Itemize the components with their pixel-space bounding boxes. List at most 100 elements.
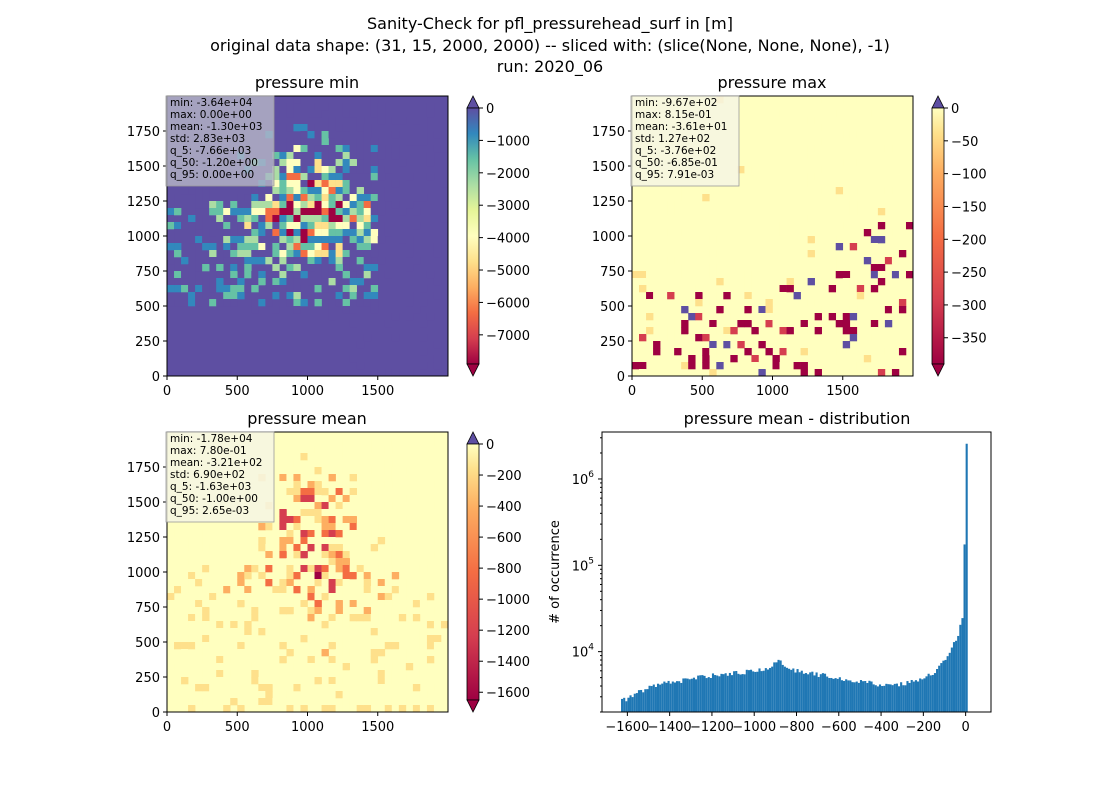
heatmap-cell: [307, 264, 315, 272]
heatmap-cell: [405, 600, 414, 608]
histogram-bar: [950, 647, 953, 712]
heatmap-cell: [286, 222, 294, 230]
heatmap-cell: [258, 656, 266, 664]
colorbar-tick-label: −5000: [486, 264, 530, 279]
heatmap-cell: [377, 649, 386, 657]
heatmap-cell: [335, 691, 343, 699]
heatmap-cell: [356, 201, 365, 209]
heatmap-cell: [265, 607, 273, 615]
heatmap-cell: [272, 474, 280, 482]
heatmap-cell: [293, 481, 301, 489]
heatmap-cell: [342, 691, 350, 699]
heatmap-cell: [905, 369, 914, 377]
colorbar-tick-label: −7000: [486, 329, 530, 344]
heatmap-cell: [688, 334, 696, 342]
heatmap-cell: [321, 509, 329, 517]
heatmap-cell: [758, 369, 766, 377]
heatmap-cell: [884, 229, 893, 237]
histogram-bar: [709, 677, 712, 712]
heatmap-cell: [328, 628, 336, 636]
heatmap-cell: [702, 355, 710, 363]
histogram-bar: [705, 678, 708, 712]
heatmap-cell: [807, 173, 815, 181]
heatmap-cell: [265, 229, 273, 237]
heatmap-cell: [870, 348, 879, 356]
heatmap-cell: [779, 103, 787, 111]
heatmap-cell: [300, 586, 308, 594]
heatmap-cell: [898, 306, 907, 314]
heatmap-cell: [842, 313, 851, 321]
heatmap-cell: [695, 299, 703, 307]
heatmap-cell: [293, 271, 301, 279]
heatmap-cell: [279, 271, 287, 279]
histogram-bar: [663, 681, 666, 712]
heatmap-cell: [244, 593, 252, 601]
histogram-bar: [902, 685, 905, 712]
heatmap-cell: [258, 208, 266, 216]
heatmap-cell: [272, 537, 280, 545]
heatmap-cell: [321, 663, 329, 671]
heatmap-cell: [363, 243, 372, 251]
heatmap-cell: [842, 271, 851, 279]
heatmap-cell: [391, 621, 400, 629]
stat-line: q_95: 7.91e-03: [635, 169, 714, 181]
heatmap-cell: [237, 201, 245, 209]
heatmap-cell: [370, 138, 379, 146]
heatmap-cell: [377, 194, 386, 202]
histogram-bar: [955, 640, 958, 712]
heatmap-cell: [412, 642, 421, 650]
heatmap-cell: [370, 509, 379, 517]
heatmap-cell: [412, 306, 421, 314]
heatmap-cell: [779, 124, 787, 132]
heatmap-cell: [363, 600, 372, 608]
heatmap-cell: [286, 705, 294, 713]
heatmap-cell: [293, 670, 301, 678]
heatmap-cell: [433, 145, 442, 153]
colorbar-tick-label: −200: [486, 469, 522, 484]
y-tick-label: 500: [135, 636, 160, 651]
histogram-bar: [921, 679, 924, 712]
heatmap-cell: [321, 250, 329, 258]
histogram-bar: [843, 680, 846, 712]
heatmap-cell: [300, 488, 308, 496]
axis-ticks: −1600−1400−1200−1000 −800 −600 −400 −200 0104…: [572, 437, 970, 735]
heatmap-cell: [828, 131, 837, 139]
heatmap-cell: [744, 306, 752, 314]
y-tick-label: 250: [135, 671, 160, 686]
heatmap-cell: [370, 677, 379, 685]
heatmap-cell: [230, 565, 238, 573]
heatmap-cell: [342, 215, 350, 223]
heatmap-cell: [370, 516, 379, 524]
heatmap-cell: [821, 278, 829, 286]
heatmap-cell: [384, 565, 393, 573]
heatmap-cell: [398, 600, 407, 608]
histogram-bar: [809, 672, 812, 712]
heatmap-cell: [293, 698, 301, 706]
heatmap-cell: [405, 173, 414, 181]
heatmap-cell: [265, 236, 273, 244]
heatmap-cell: [307, 166, 315, 174]
heatmap-cell: [258, 222, 266, 230]
heatmap-cell: [370, 544, 379, 552]
heatmap-cell: [419, 299, 428, 307]
heatmap-cell: [870, 271, 879, 279]
heatmap-cell: [286, 677, 294, 685]
heatmap-cell: [779, 362, 787, 370]
heatmap-cell: [293, 152, 301, 160]
heatmap-cell: [230, 285, 238, 293]
heatmap-cell: [335, 264, 343, 272]
heatmap-cell: [258, 523, 266, 531]
heatmap-cell: [286, 544, 294, 552]
heatmap-cell: [412, 222, 421, 230]
heatmap-cell: [384, 523, 393, 531]
heatmap-cell: [195, 537, 203, 545]
heatmap-cell: [202, 614, 210, 622]
heatmap-cell: [223, 236, 231, 244]
heatmap-cell: [335, 705, 343, 713]
histogram-bar: [864, 681, 867, 712]
x-tick-label: −1600: [605, 720, 649, 735]
heatmap-cell: [314, 600, 322, 608]
heatmap-cell: [237, 670, 245, 678]
heatmap-cell: [237, 236, 245, 244]
histogram-bar: [684, 678, 687, 712]
